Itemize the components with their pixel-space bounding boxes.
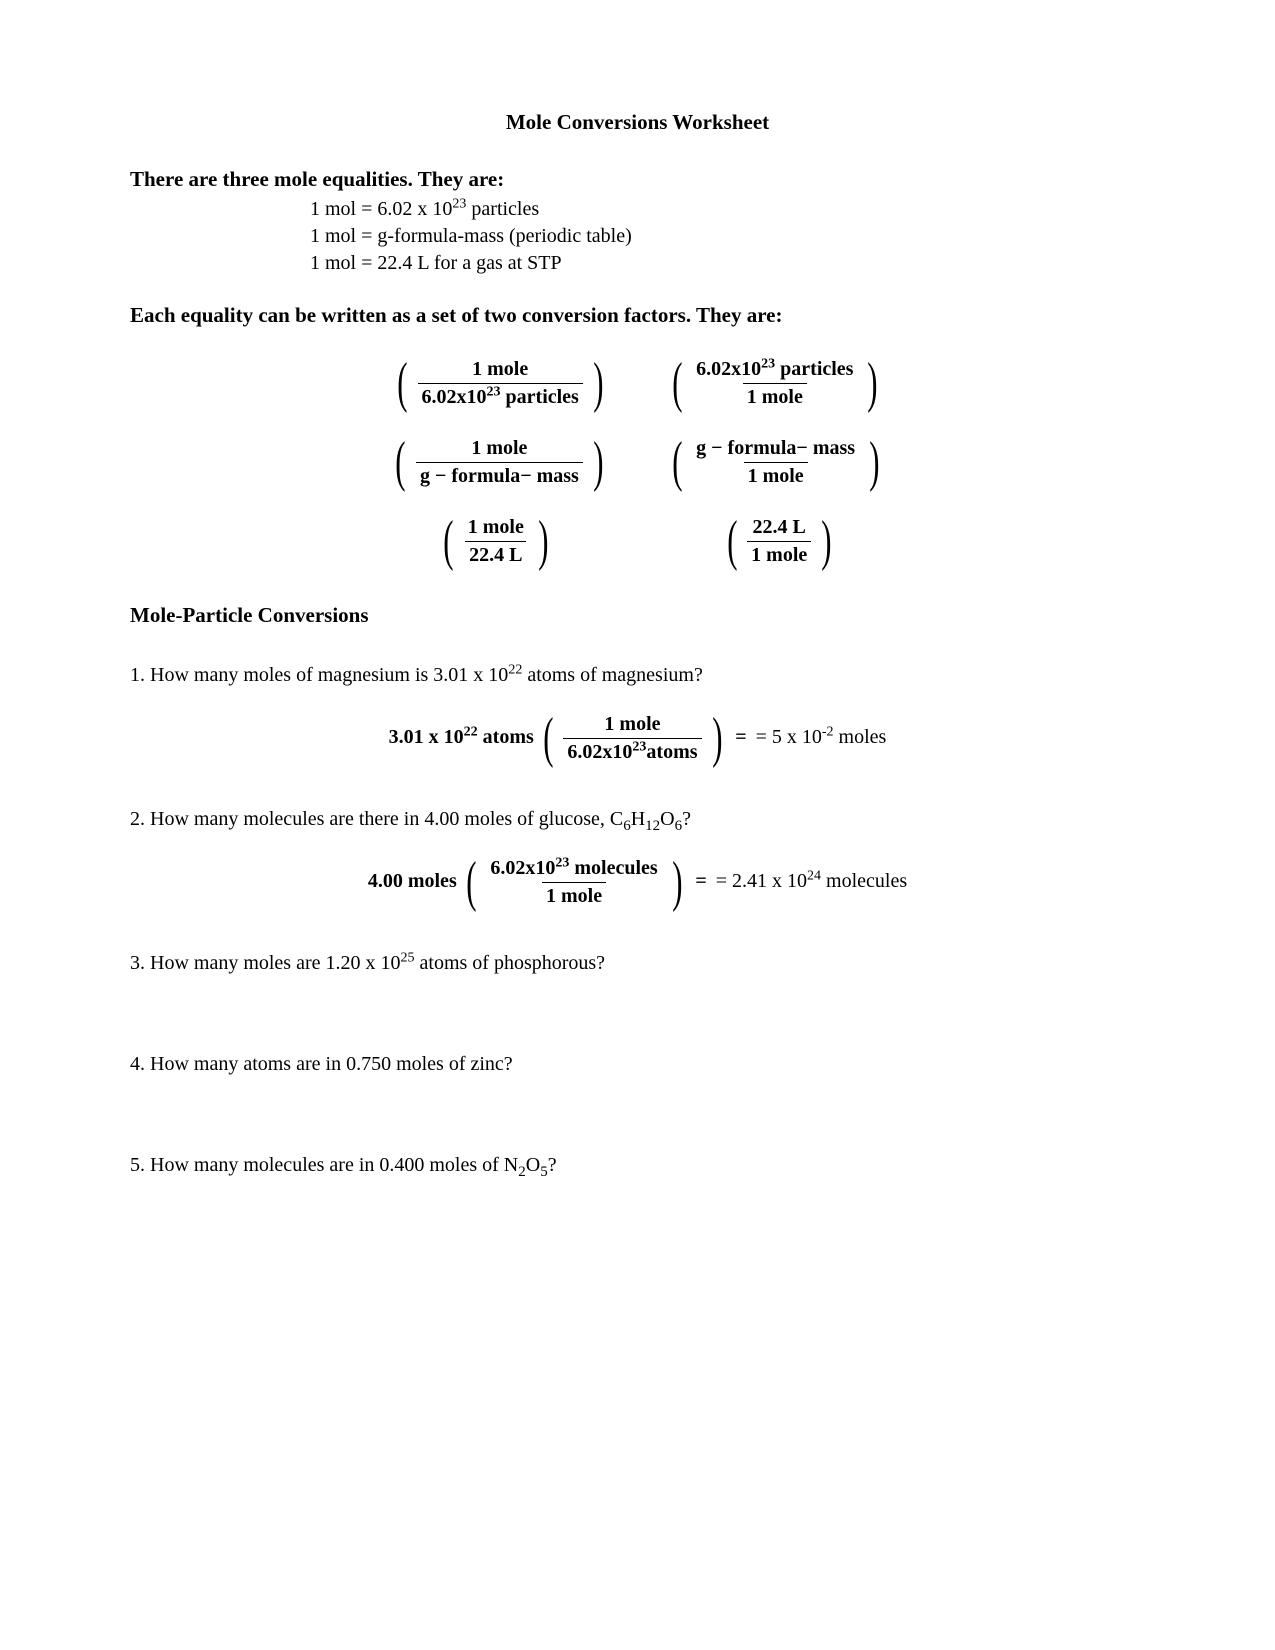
cf-row: (1 mole22.4 L) (22.4 L1 mole) xyxy=(130,516,1145,567)
equality-line: 1 mol = 6.02 x 1023 particles xyxy=(310,196,1145,223)
conversion-factors-grid: (1 mole6.02x1023 particles) (6.02x1023 p… xyxy=(130,358,1145,567)
mole-particle-heading: Mole-Particle Conversions xyxy=(130,603,1145,628)
equality-line: 1 mol = g-formula-mass (periodic table) xyxy=(310,223,1145,250)
worked-solution-1: 3.01 x 1022 atoms (1 mole6.02x1023atoms)… xyxy=(130,713,1145,764)
worked-solution-2: 4.00 moles (6.02x1023 molecules1 mole) =… xyxy=(130,857,1145,908)
question-4: 4. How many atoms are in 0.750 moles of … xyxy=(130,1053,1145,1076)
conversion-factor: (g − formula− mass1 mole) xyxy=(668,437,884,488)
page-title: Mole Conversions Worksheet xyxy=(130,110,1145,135)
cf-row: (1 mole6.02x1023 particles) (6.02x1023 p… xyxy=(130,358,1145,409)
equality-line: 1 mol = 22.4 L for a gas at STP xyxy=(310,250,1145,277)
conversion-factor: (1 mole6.02x1023 particles) xyxy=(393,358,608,409)
question-3: 3. How many moles are 1.20 x 1025 atoms … xyxy=(130,952,1145,975)
conversion-factor: (1 moleg − formula− mass) xyxy=(391,437,607,488)
equalities-heading: There are three mole equalities. They ar… xyxy=(130,167,1145,192)
question-5: 5. How many molecules are in 0.400 moles… xyxy=(130,1154,1145,1177)
conversion-factor: (22.4 L1 mole) xyxy=(723,516,836,567)
cf-row: (1 moleg − formula− mass) (g − formula− … xyxy=(130,437,1145,488)
conversion-factors-heading: Each equality can be written as a set of… xyxy=(130,303,1145,328)
equalities-list: 1 mol = 6.02 x 1023 particles 1 mol = g-… xyxy=(310,196,1145,277)
conversion-factor: (6.02x1023 particles1 mole) xyxy=(668,358,883,409)
conversion-factor: (1 mole22.4 L) xyxy=(439,516,552,567)
question-1: 1. How many moles of magnesium is 3.01 x… xyxy=(130,664,1145,687)
worksheet-page: Mole Conversions Worksheet There are thr… xyxy=(0,0,1275,1257)
question-2: 2. How many molecules are there in 4.00 … xyxy=(130,808,1145,831)
